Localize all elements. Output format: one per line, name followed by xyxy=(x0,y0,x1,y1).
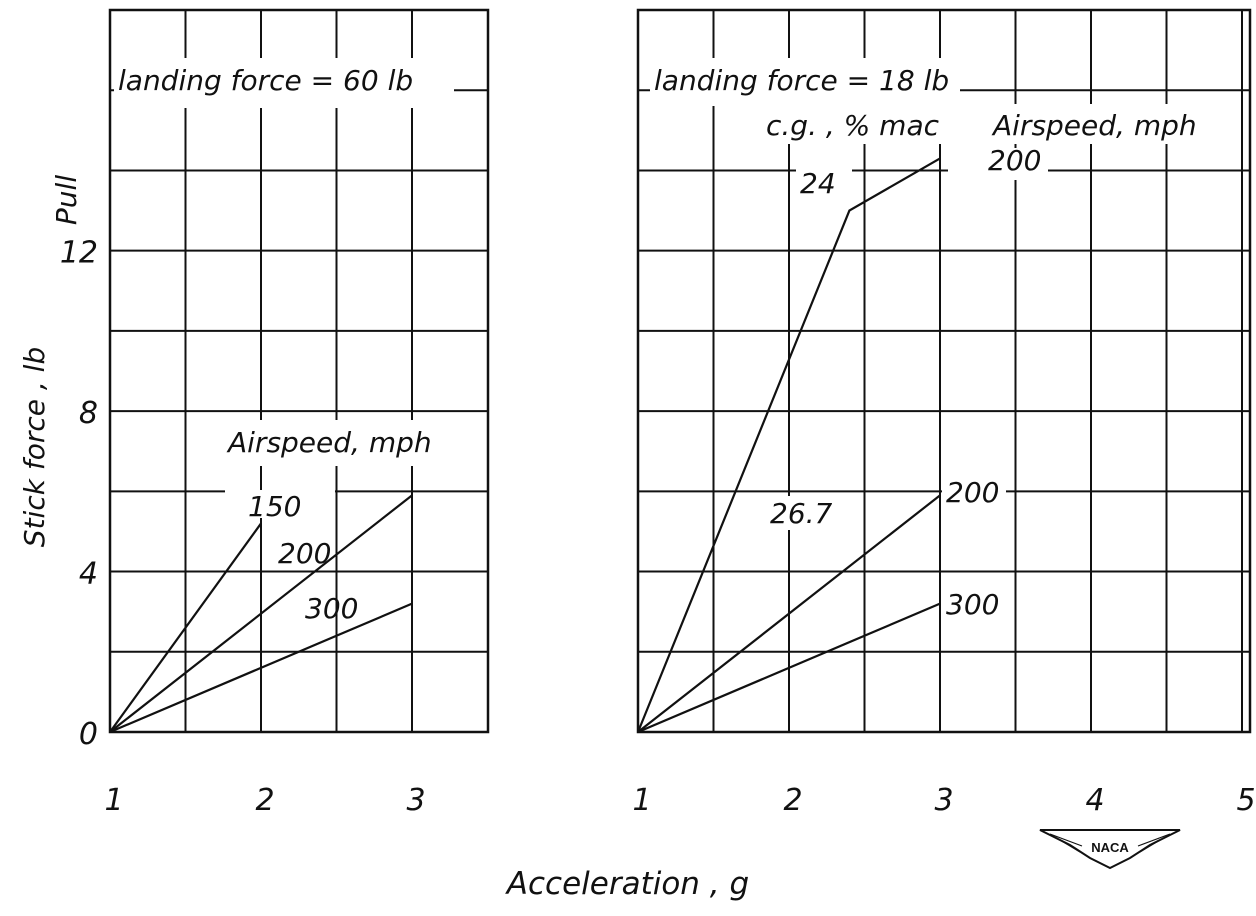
left-series-line-0 xyxy=(109,522,262,733)
x-axis-label: Acceleration , g xyxy=(505,866,749,902)
right-label-mask-200a xyxy=(948,148,1048,180)
right-title-mask xyxy=(650,58,960,106)
left-chart-frame xyxy=(108,8,490,734)
left-chart-title: landing force = 60 lb xyxy=(118,64,413,97)
left-series-line-2 xyxy=(109,602,413,734)
left-legend-mask-2 xyxy=(225,490,335,518)
right-chart: landing force = 18 lb c.g. , % mac Airsp… xyxy=(632,8,1256,818)
right-chart-grid xyxy=(638,10,1250,732)
y-pull-label: Pull xyxy=(50,175,83,225)
left-chart-grid xyxy=(110,10,488,732)
right-series-line-2 xyxy=(637,602,941,734)
left-series-line-1 xyxy=(109,494,413,733)
right-series-line-1 xyxy=(637,494,941,733)
left-series-label-300: 300 xyxy=(305,592,358,625)
right-series-line-0 xyxy=(636,157,941,733)
right-label-mask-267 xyxy=(766,496,848,530)
left-chart: landing force = 60 lb Airspeed, mph 150 … xyxy=(104,8,490,818)
left-series-label-150: 150 xyxy=(248,490,301,523)
right-x-tick-label: 4 xyxy=(1085,783,1104,818)
left-legend-mask xyxy=(222,420,484,466)
right-label-mask-300 xyxy=(942,588,1006,620)
left-legend-title: Airspeed, mph xyxy=(226,426,432,459)
right-cg-label-24: 24 xyxy=(800,167,836,200)
right-x-tick-label: 1 xyxy=(632,783,651,818)
left-title-mask xyxy=(114,58,454,108)
right-airspeed-label-200: 200 xyxy=(946,476,999,509)
y-axis-label: Stick force , lb xyxy=(18,347,51,547)
y-tick-labels: 0 4 8 12 xyxy=(60,236,98,752)
left-x-tick-labels: 1 2 3 xyxy=(104,783,425,818)
right-x-tick-label: 5 xyxy=(1236,783,1255,818)
right-label-mask-24 xyxy=(796,166,852,200)
right-chart-title: landing force = 18 lb xyxy=(654,64,949,97)
right-x-tick-label: 3 xyxy=(934,783,953,818)
right-x-tick-labels: 1 2 3 4 5 xyxy=(632,783,1255,818)
right-cg-label-267: 26.7 xyxy=(770,497,833,530)
right-airspeed-label-300: 300 xyxy=(946,588,999,621)
left-chart-series xyxy=(109,494,413,734)
y-tick-label: 12 xyxy=(60,236,98,271)
left-x-tick-label: 2 xyxy=(255,783,274,818)
right-chart-series xyxy=(636,157,941,734)
right-label-mask-200b xyxy=(942,476,1006,508)
left-x-tick-label: 3 xyxy=(406,783,425,818)
y-tick-label: 8 xyxy=(79,396,98,431)
right-x-tick-label: 2 xyxy=(783,783,802,818)
left-x-tick-label: 1 xyxy=(104,783,123,818)
y-tick-label: 4 xyxy=(79,557,98,592)
right-cg-mask xyxy=(760,104,956,144)
y-tick-label: 0 xyxy=(79,717,98,752)
right-airspeed-mask xyxy=(990,104,1206,144)
left-series-label-200: 200 xyxy=(278,537,331,570)
right-cg-header: c.g. , % mac xyxy=(766,109,940,142)
naca-logo-text: NACA xyxy=(1091,840,1129,855)
right-chart-frame xyxy=(636,8,1252,734)
right-airspeed-header: Airspeed, mph xyxy=(991,109,1197,142)
right-airspeed-label-200-top: 200 xyxy=(988,144,1041,177)
naca-logo: NACA xyxy=(1039,829,1181,870)
